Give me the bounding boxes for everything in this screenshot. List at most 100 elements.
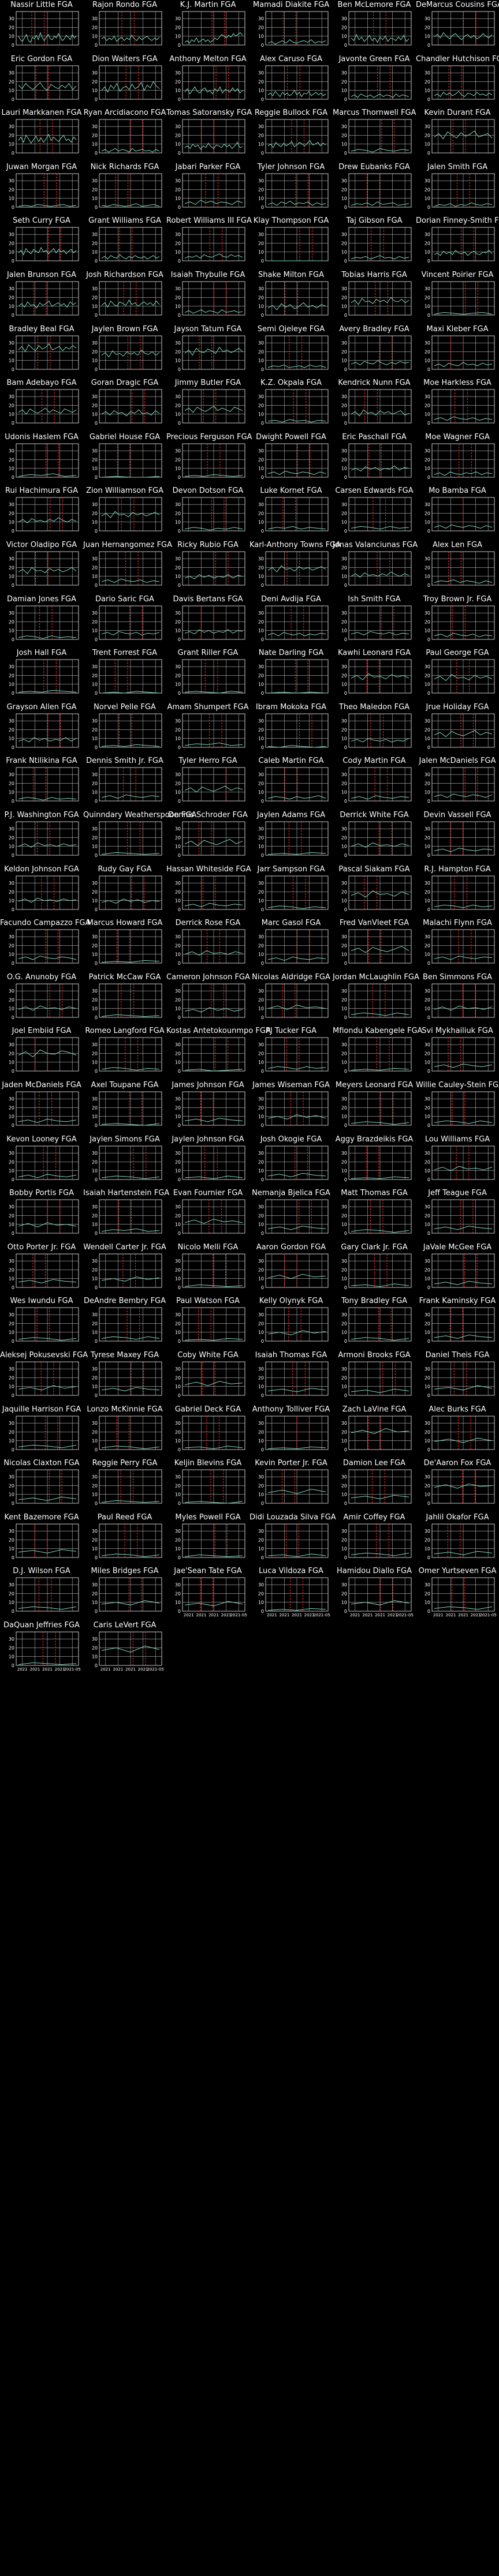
- y-tick-label: 10: [175, 682, 181, 687]
- y-tick-label: 0: [261, 1285, 264, 1290]
- chart-panel: Mfiondu Kabengele FGA 0 10 20 30: [333, 1026, 422, 1080]
- y-tick-label: 10: [424, 574, 430, 579]
- y-tick-label: 10: [175, 952, 181, 957]
- panel-title: Dwight Powell FGA: [256, 432, 326, 441]
- y-tick-label: 0: [261, 259, 264, 264]
- y-tick-label: 10: [258, 412, 264, 417]
- fga-series-line: [184, 527, 243, 531]
- chart-panel: Aggy Brazdeikis FGA 0 10 20 30: [333, 1135, 416, 1189]
- panel-plot: 0 10 20 30: [424, 1253, 495, 1290]
- y-tick-label: 30: [341, 503, 347, 508]
- panel-title: Dennis Smith Jr. FGA: [86, 757, 163, 766]
- panel-plot: 0 10 20 30: [424, 875, 495, 912]
- y-tick-label: 20: [424, 889, 430, 894]
- fga-series-line: [351, 1600, 409, 1606]
- panel-title: Ricky Rubio FGA: [177, 541, 239, 549]
- panel-plot: 0 10 20 30: [341, 1037, 412, 1074]
- y-tick-label: 30: [92, 1204, 98, 1210]
- y-tick-label: 30: [92, 394, 98, 399]
- chart-panel: Shake Milton FGA 0 10 20 30: [250, 270, 333, 324]
- y-tick-label: 20: [175, 241, 181, 246]
- y-tick-label: 20: [9, 1321, 14, 1327]
- panel-title: Marcus Howard FGA: [87, 919, 163, 928]
- panel-plot: 0 10 20 30: [341, 767, 412, 804]
- panel-title: Maxi Kleber FGA: [426, 324, 489, 334]
- y-tick-label: 20: [175, 1214, 181, 1219]
- panel-plot: 0 10 20 30: [258, 173, 329, 210]
- y-tick-label: 0: [261, 367, 264, 372]
- y-tick-label: 20: [424, 1051, 430, 1057]
- y-tick-label: 0: [95, 1015, 98, 1020]
- y-tick-label: 10: [92, 628, 98, 633]
- fga-series-line: [351, 571, 409, 578]
- y-tick-label: 20: [9, 619, 14, 624]
- y-tick-label: 30: [341, 340, 347, 346]
- chart-panel: Jaquille Harrison FGA 0 10 20 30: [0, 1405, 83, 1459]
- y-tick-label: 30: [9, 1474, 14, 1480]
- y-tick-label: 20: [258, 511, 264, 516]
- y-tick-label: 30: [9, 1204, 14, 1210]
- panel-plot: 0 10 20 30: [424, 65, 495, 102]
- y-tick-label: 30: [424, 1096, 430, 1102]
- y-tick-label: 30: [92, 1313, 98, 1318]
- y-tick-label: 0: [344, 367, 347, 372]
- chart-panel: Derrick White FGA 0 10 20 30: [333, 810, 416, 864]
- y-tick-label: 20: [92, 835, 98, 840]
- y-tick-label: 0: [12, 1123, 14, 1128]
- fga-series-line: [434, 1607, 493, 1610]
- y-tick-label: 10: [341, 1384, 347, 1390]
- y-tick-label: 30: [341, 718, 347, 724]
- y-tick-label: 30: [258, 826, 264, 832]
- y-tick-label: 30: [341, 178, 347, 184]
- y-tick-label: 10: [258, 1060, 264, 1065]
- panel-plot: 0 10 20 30: [9, 335, 79, 372]
- y-tick-label: 10: [341, 898, 347, 903]
- fga-series-line: [18, 1662, 77, 1665]
- y-tick-label: 30: [424, 1313, 430, 1318]
- chart-panel: Anthony Melton FGA 0 10 20 30: [166, 54, 250, 108]
- fga-series-line: [351, 1068, 409, 1071]
- y-tick-label: 20: [424, 1321, 430, 1327]
- y-tick-label: 20: [92, 781, 98, 787]
- x-tick-label: 2021: [55, 1667, 65, 1672]
- y-tick-label: 0: [427, 313, 430, 318]
- chart-panel: Jaylen Johnson FGA 0 10 20 30: [166, 1135, 250, 1189]
- y-tick-label: 0: [261, 799, 264, 804]
- panel-plot: 0 10 20 30: [9, 1037, 79, 1074]
- panel-title: Tobias Harris FGA: [341, 271, 407, 279]
- y-tick-label: 0: [95, 853, 98, 858]
- panel-title: Devin Vassell FGA: [423, 811, 491, 819]
- y-tick-label: 20: [258, 1105, 264, 1110]
- chart-panel: Alex Caruso FGA 0 10 20 30: [250, 54, 333, 108]
- panel-plot: 0 10 20 30: [258, 65, 329, 102]
- panel-plot: 0 10 20 30: [92, 335, 162, 372]
- y-tick-label: 20: [341, 1105, 347, 1110]
- y-tick-label: 10: [9, 682, 14, 687]
- chart-panel: Lou Williams FGA 0 10 20 30: [416, 1135, 499, 1189]
- y-tick-label: 10: [92, 1168, 98, 1173]
- y-tick-label: 0: [12, 1555, 14, 1560]
- y-tick-label: 30: [341, 286, 347, 291]
- y-tick-label: 10: [175, 196, 181, 201]
- y-tick-label: 10: [258, 1330, 264, 1335]
- y-tick-label: 10: [92, 574, 98, 579]
- panel-title: Jalen Smith FGA: [427, 162, 488, 171]
- chart-panel: Damian Jones FGA 0 10 20 30: [0, 594, 83, 649]
- y-tick-label: 20: [341, 835, 347, 840]
- y-tick-label: 0: [427, 1447, 430, 1452]
- y-tick-label: 10: [9, 1168, 14, 1173]
- y-tick-label: 0: [95, 205, 98, 210]
- y-tick-label: 30: [424, 826, 430, 832]
- y-tick-label: 0: [95, 745, 98, 750]
- y-tick-label: 0: [427, 799, 430, 804]
- fga-series-line: [184, 1007, 243, 1013]
- panel-plot: 0 10 20 30: [341, 929, 412, 966]
- fga-series-line: [184, 1381, 243, 1386]
- fga-series-line: [101, 744, 160, 747]
- fga-series-line: [434, 1280, 493, 1285]
- fga-series-line: [101, 1336, 160, 1340]
- y-tick-label: 10: [424, 304, 430, 309]
- fga-series-line: [267, 200, 326, 206]
- y-tick-label: 20: [341, 1429, 347, 1435]
- y-tick-label: 0: [178, 313, 181, 318]
